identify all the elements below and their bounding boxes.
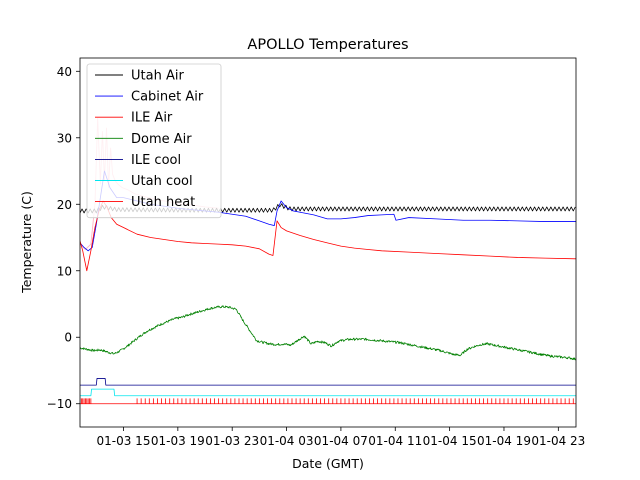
- x-tick-label: 01-04 23: [531, 434, 585, 448]
- x-tick-label: 01-03 15: [97, 434, 151, 448]
- y-axis: −10 0 10 20 30 40: [47, 65, 80, 411]
- axes-frame: [79, 57, 577, 428]
- chart-title: APOLLO Temperatures: [247, 37, 408, 53]
- series-line-utah-heat: [80, 398, 576, 405]
- x-axis-label: Date (GMT): [292, 456, 364, 471]
- x-tick-label: 01-03 19: [151, 434, 205, 448]
- y-axis-label: Temperature (C): [19, 191, 34, 294]
- legend-label-cabinet-air: Cabinet Air: [131, 90, 204, 105]
- legend: Utah Air Cabinet Air ILE Air Dome Air ILE co…: [86, 63, 222, 219]
- legend-label-dome-air: Dome Air: [131, 132, 192, 147]
- series-line-ile-cool: [80, 378, 576, 386]
- legend-label-ile-air: ILE Air: [131, 111, 173, 126]
- y-tick-label: 10: [57, 264, 72, 278]
- legend-box: [86, 63, 222, 219]
- y-tick-label: 20: [57, 198, 72, 212]
- x-tick-label: 01-04 19: [477, 434, 531, 448]
- legend-label-utah-air: Utah Air: [131, 69, 184, 84]
- series-line-dome-air: [80, 305, 576, 361]
- legend-label-utah-cool: Utah cool: [131, 174, 193, 189]
- x-tick-label: 01-04 15: [423, 434, 477, 448]
- y-tick-label: 40: [57, 65, 72, 79]
- y-tick-label: 30: [57, 131, 72, 145]
- legend-label-utah-heat: Utah heat: [131, 195, 195, 210]
- x-tick-label: 01-04 07: [314, 434, 368, 448]
- series-line-utah-cool: [80, 388, 576, 397]
- legend-label-ile-cool: ILE cool: [131, 153, 181, 168]
- x-tick-label: 01-04 11: [368, 434, 422, 448]
- y-tick-label: −10: [47, 397, 72, 411]
- x-tick-label: 01-04 03: [260, 434, 314, 448]
- x-tick-label: 01-03 23: [205, 434, 259, 448]
- y-tick-label: 0: [64, 331, 72, 345]
- x-axis: 01-03 15 01-03 19 01-03 23 01-04 03 01-04 07…: [97, 427, 585, 448]
